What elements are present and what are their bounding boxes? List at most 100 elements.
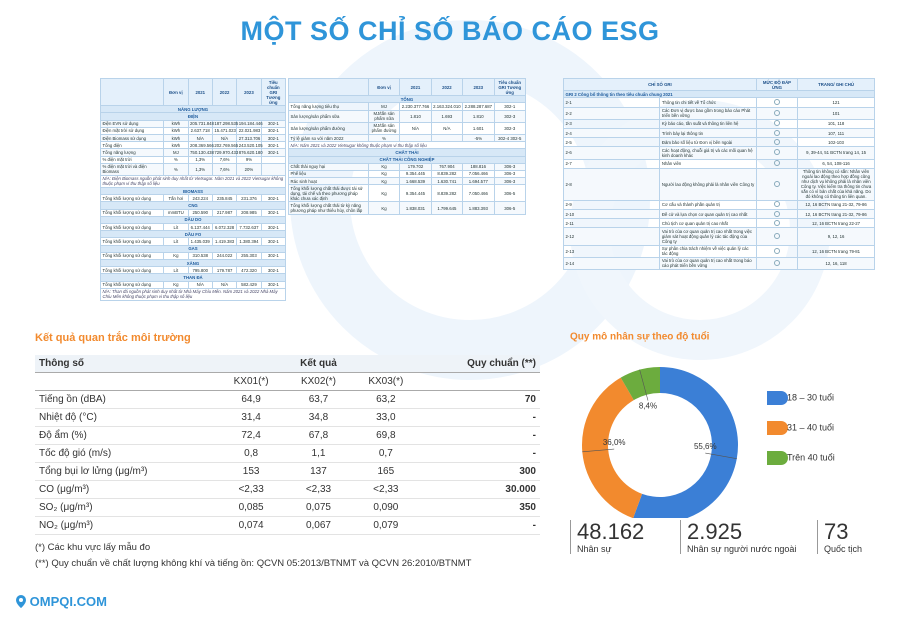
leader-line (705, 452, 737, 459)
value-cell: 31,4 (241, 412, 261, 423)
value-cell: 165 (377, 466, 395, 477)
check-icon (773, 160, 780, 167)
gri-code: 2-12 (562, 227, 661, 246)
table-row: Điện EVN sử dụng kWh 205.731.848 187.298.53… (99, 119, 287, 128)
gri-page: 101 (797, 106, 875, 120)
cell: 6.072.328 (211, 222, 238, 232)
energy-table: Đơn vị 2021 2022 2023 Tiêu chuẩn GRI Tương ứ… (99, 77, 287, 301)
gri-code: 2-7 (562, 158, 661, 169)
gri-page: 12, 16, 118 (797, 256, 875, 271)
table-row: Độ ẩm (%) 72,4 67,8 69,8 - (35, 427, 540, 445)
cell: 9% (236, 155, 262, 164)
value-cell: 0,074 (238, 520, 264, 531)
table-row: 2-10 Đề cử và lựa chọn cơ quan quản trị c… (562, 209, 875, 220)
cell: 306-3 (493, 169, 527, 179)
donut-slice (620, 367, 660, 401)
gri-content: Vai trò của cơ quan quản trị cao nhất tr… (659, 227, 757, 246)
gri-content: Đề cử và lựa chọn cơ quan quản trị cao n… (659, 209, 757, 220)
header-cell: 2023 (236, 77, 262, 107)
header-cell: Thông số (39, 358, 84, 369)
cell: 1.435.039 (187, 237, 213, 246)
section-row: CHẤT THẢI CÔNG NGHIỆP (288, 155, 526, 164)
check-icon (773, 149, 780, 156)
value-cell: 63,2 (376, 394, 396, 405)
cell: Tổng khối lượng sử dụng (99, 208, 165, 217)
cell: 7,6% (211, 155, 238, 164)
gri-content: Chủ tịch cơ quan quản trị cao nhất (659, 218, 757, 229)
cell: 1.693 (430, 109, 464, 123)
cell: Điện Biomass sử dụng (99, 133, 165, 143)
cell: 1.419.383 (211, 237, 238, 246)
check-icon (773, 98, 780, 105)
section-row: XĂNG (100, 258, 286, 268)
gri-content: Đảm bảo số liệu từ Đơn vị bên ngoài (659, 137, 757, 148)
header-cell (35, 372, 218, 391)
gri-page: 12, 16 BCTN trang 79-81 (797, 244, 875, 258)
cell: N/A (187, 280, 213, 289)
check-icon (773, 201, 780, 208)
header-cell (99, 77, 165, 107)
table-row: DẦU DO (100, 215, 286, 225)
check-cell (755, 244, 799, 258)
cell: 1.630.741 (430, 177, 464, 186)
check-cell (755, 118, 799, 129)
note: (**) Quy chuẩn về chất lượng không khí v… (35, 558, 472, 569)
table-row: Tổng điện kWh 208.369.566 202.769.565 243.52… (99, 141, 287, 150)
cell: 8.839.282 (430, 184, 464, 203)
cell: 302-1 (260, 222, 287, 232)
cell: 1.380.394 (236, 237, 262, 246)
cell: 7.056.466 (462, 169, 495, 179)
stat-value: 73 (824, 519, 849, 544)
table-row: Tổng khối lượng sử dụng Lít 1.435.039 1.419… (99, 237, 287, 246)
header-cell (419, 372, 540, 391)
cell: MJ (367, 102, 401, 111)
stat-label: Nhân sự người nước ngoài (687, 544, 797, 554)
note: N/A: Than đá nguồn phát sinh duy nhất từ… (100, 287, 286, 301)
cell: Tổng điện (99, 141, 165, 150)
cell: 2.163.324.010 (430, 102, 464, 111)
gri-code: 2-14 (562, 256, 661, 271)
gri-code: 2-5 (562, 137, 661, 148)
legend-swatch (767, 391, 788, 405)
cell: Lít (163, 237, 189, 246)
param-cell: NO₂ (μg/m³) (39, 520, 94, 531)
cell: Lít (163, 222, 189, 232)
header-row: Đơn vị 2021 2022 2023 Tiêu chuẩn GRI Tương ứ… (99, 77, 287, 107)
cell: 7,6% (211, 162, 238, 176)
header-cell: 2022 (211, 77, 238, 107)
table-row: 2-9 Cơ cấu và thành phần quản trị 12, 16 B… (562, 199, 875, 211)
cell: 243.520.105 (236, 141, 263, 150)
gri-code: 2-6 (562, 146, 661, 160)
value-cell: 70 (524, 394, 536, 405)
cell: 202.769.565 (211, 141, 239, 150)
site-link[interactable]: OMPQI.COM (29, 594, 107, 609)
table-row: 2-11 Chủ tịch cơ quan quản trị cao nhất 12… (562, 218, 875, 229)
table-row: ĐIỆN (100, 112, 286, 121)
gri-code: 2-9 (562, 199, 661, 211)
cell: Kg (367, 162, 401, 171)
header-row: Đơn vị 2021 2022 2023 Tiêu chuẩn GRI Tương ứ… (288, 77, 527, 97)
cell: 302-4 302-5 (493, 133, 527, 143)
param-cell: Nhiệt độ (°C) (39, 412, 97, 423)
cell: 208.985 (236, 208, 262, 217)
cell: 1,3% (187, 155, 213, 164)
legend-label: 18 – 30 tuổi (787, 392, 834, 402)
cell: 2.288.287.687 (462, 102, 495, 111)
header-cell: TRANG/ GHI CHÚ (797, 77, 875, 92)
footer[interactable]: OMPQI.COM (16, 594, 107, 609)
cell: 302-1 (260, 237, 287, 246)
gri-content: Thông tin chi tiết về Tổ chức (659, 97, 757, 108)
table-row: Tổng bụi lơ lửng (μg/m³) 153 137 165 300 (35, 463, 540, 481)
section-row: TỔNG (288, 95, 526, 104)
gri-page: 102-103 (797, 137, 875, 148)
site-header: KX02(*) (284, 372, 353, 391)
table-row: DẦU FO (100, 230, 286, 239)
value-cell: 0,8 (244, 448, 259, 459)
header-cell: Đơn vị (367, 77, 401, 97)
cell: 582.429 (236, 280, 262, 289)
cell: 250.590 (187, 208, 213, 217)
note: N/A: Năm 2021 và 2022 Vietsugar không th… (288, 141, 526, 150)
section-row: THAN ĐÁ (100, 273, 286, 282)
check-icon (773, 129, 780, 136)
data-label: 8,4% (639, 402, 657, 411)
